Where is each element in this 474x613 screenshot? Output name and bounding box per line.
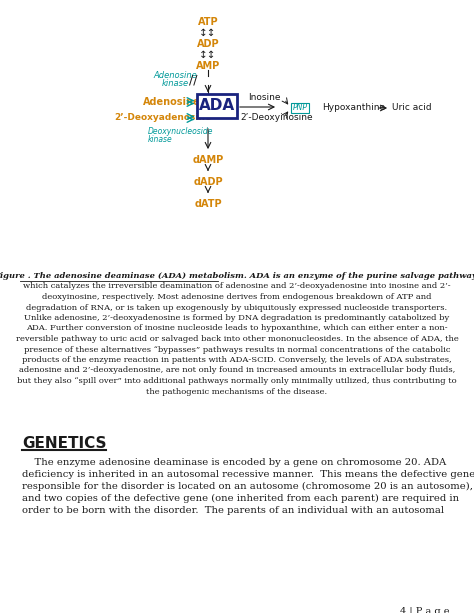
Text: reversible pathway to uric acid or salvaged back into other mononucleosides. In : reversible pathway to uric acid or salva… — [16, 335, 458, 343]
Text: kinase: kinase — [148, 135, 173, 145]
Text: deoxyinosine, respectively. Most adenosine derives from endogenous breakdown of : deoxyinosine, respectively. Most adenosi… — [42, 293, 432, 301]
Text: PNP: PNP — [292, 104, 308, 113]
Text: deficiency is inherited in an autosomal recessive manner.  This means the defect: deficiency is inherited in an autosomal … — [22, 470, 474, 479]
Text: dADP: dADP — [193, 177, 223, 187]
Text: Unlike adenosine, 2’-deoxyadenosine is formed by DNA degradation is predominantl: Unlike adenosine, 2’-deoxyadenosine is f… — [24, 314, 450, 322]
Text: Inosine: Inosine — [248, 93, 281, 102]
Text: ↕↕: ↕↕ — [199, 28, 217, 38]
Text: ADA. Further conversion of inosine nucleoside leads to hypoxanthine, which can e: ADA. Further conversion of inosine nucle… — [26, 324, 448, 332]
Text: ADA: ADA — [199, 99, 235, 113]
Text: 4 | P a g e: 4 | P a g e — [401, 606, 450, 613]
Text: responsible for the disorder is located on an autosome (chromosome 20 is an auto: responsible for the disorder is located … — [22, 482, 473, 491]
Text: products of the enzyme reaction in patients with ADA-SCID. Conversely, the level: products of the enzyme reaction in patie… — [22, 356, 452, 364]
Text: which catalyzes the irreversible deamination of adenosine and 2’-deoxyadenosine : which catalyzes the irreversible deamina… — [23, 283, 451, 291]
Text: Deoxynucleoside: Deoxynucleoside — [148, 128, 213, 137]
Text: order to be born with the disorder.  The parents of an individual with an autoso: order to be born with the disorder. The … — [22, 506, 444, 515]
Text: Adenosine: Adenosine — [153, 72, 197, 80]
Text: The enzyme adenosine deaminase is encoded by a gene on chromosome 20. ADA: The enzyme adenosine deaminase is encode… — [22, 458, 446, 467]
Text: presence of these alternatives “bypasses” pathways results in normal concentrati: presence of these alternatives “bypasses… — [24, 346, 450, 354]
Text: adenosine and 2’-deoxyadenosine, are not only found in increased amounts in extr: adenosine and 2’-deoxyadenosine, are not… — [19, 367, 455, 375]
Text: AMP: AMP — [196, 61, 220, 71]
Text: ATP: ATP — [198, 17, 219, 27]
Text: but they also “spill over” into additional pathways normally only minimally util: but they also “spill over” into addition… — [17, 377, 457, 385]
Text: and two copies of the defective gene (one inherited from each parent) are requir: and two copies of the defective gene (on… — [22, 494, 459, 503]
Text: Adenosine: Adenosine — [143, 97, 201, 107]
Text: 2’-Deoxyadenosine: 2’-Deoxyadenosine — [114, 113, 211, 123]
Text: ADP: ADP — [197, 39, 219, 49]
Text: the pathogenic mechanisms of the disease.: the pathogenic mechanisms of the disease… — [146, 387, 328, 395]
Text: dAMP: dAMP — [192, 155, 224, 165]
Text: dATP: dATP — [194, 199, 222, 209]
Text: GENETICS: GENETICS — [22, 436, 107, 451]
FancyBboxPatch shape — [291, 103, 309, 113]
Text: kinase: kinase — [162, 80, 189, 88]
Text: degradation of RNA, or is taken up exogenously by ubiquitously expressed nucleos: degradation of RNA, or is taken up exoge… — [27, 303, 447, 311]
FancyBboxPatch shape — [197, 94, 237, 118]
Text: 2’-Deoxyinosine: 2’-Deoxyinosine — [240, 113, 313, 123]
Text: //: // — [189, 74, 197, 86]
Text: Uric acid: Uric acid — [392, 104, 432, 113]
Text: Hypoxanthine: Hypoxanthine — [322, 104, 385, 113]
Text: Figure . The adenosine deaminase (ADA) metabolism. ADA is an enzyme of the purin: Figure . The adenosine deaminase (ADA) m… — [0, 272, 474, 280]
Text: ↕↕: ↕↕ — [199, 50, 217, 60]
